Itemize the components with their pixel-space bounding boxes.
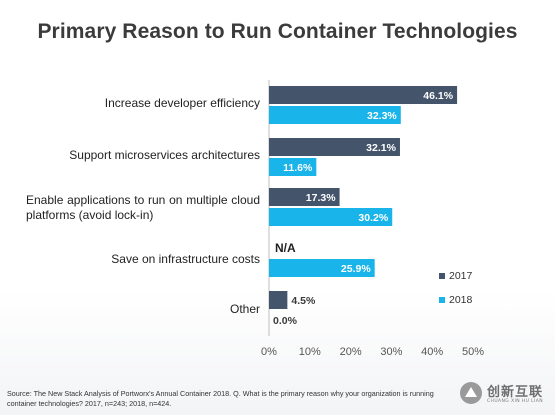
legend-swatch bbox=[439, 297, 445, 303]
bar-label: 17.3% bbox=[306, 192, 336, 204]
bar-label: 32.1% bbox=[366, 142, 396, 154]
x-tick-label: 30% bbox=[380, 346, 402, 358]
bar-2017 bbox=[269, 291, 288, 309]
watermark-text: 创新互联 bbox=[487, 385, 544, 400]
bar-2018 bbox=[269, 158, 317, 176]
x-tick-label: 0% bbox=[261, 346, 277, 358]
category-label: Other bbox=[229, 302, 260, 316]
category-label: Save on infrastructure costs bbox=[111, 252, 260, 266]
bar-2017 bbox=[269, 138, 400, 156]
legend-label: 2017 bbox=[449, 270, 473, 282]
watermark-logo-icon bbox=[460, 382, 482, 404]
category-label: Support microservices architectures bbox=[69, 148, 260, 162]
bar-label: 4.5% bbox=[291, 295, 316, 307]
legend-swatch bbox=[439, 273, 445, 279]
bar-label: 25.9% bbox=[341, 263, 371, 275]
watermark-subtext: CHUANG XIN HU LIAN bbox=[487, 399, 543, 404]
bar-label: 32.3% bbox=[367, 110, 397, 122]
x-tick-label: 10% bbox=[299, 346, 321, 358]
bar-2018 bbox=[269, 208, 393, 226]
bar-2018 bbox=[269, 259, 375, 277]
bar-2017 bbox=[269, 86, 458, 104]
bar-2017 bbox=[269, 188, 340, 206]
bar-label: 46.1% bbox=[423, 90, 453, 102]
bar-label: 0.0% bbox=[273, 315, 298, 327]
x-tick-label: 20% bbox=[340, 346, 362, 358]
x-tick-label: 50% bbox=[462, 346, 484, 358]
x-tick-label: 40% bbox=[421, 346, 443, 358]
bar-label-na: N/A bbox=[275, 241, 296, 255]
category-label: Increase developer efficiency bbox=[104, 96, 260, 110]
bar-2018 bbox=[269, 106, 401, 124]
legend-label: 2018 bbox=[449, 294, 473, 306]
bar-label: 30.2% bbox=[358, 212, 388, 224]
source-note: Source: The New Stack Analysis of Portwo… bbox=[7, 389, 434, 408]
chart-title: Primary Reason to Run Container Technolo… bbox=[37, 20, 518, 43]
bar-label: 11.6% bbox=[283, 162, 313, 174]
category-label: Enable applications to run on multiple c… bbox=[26, 193, 260, 222]
